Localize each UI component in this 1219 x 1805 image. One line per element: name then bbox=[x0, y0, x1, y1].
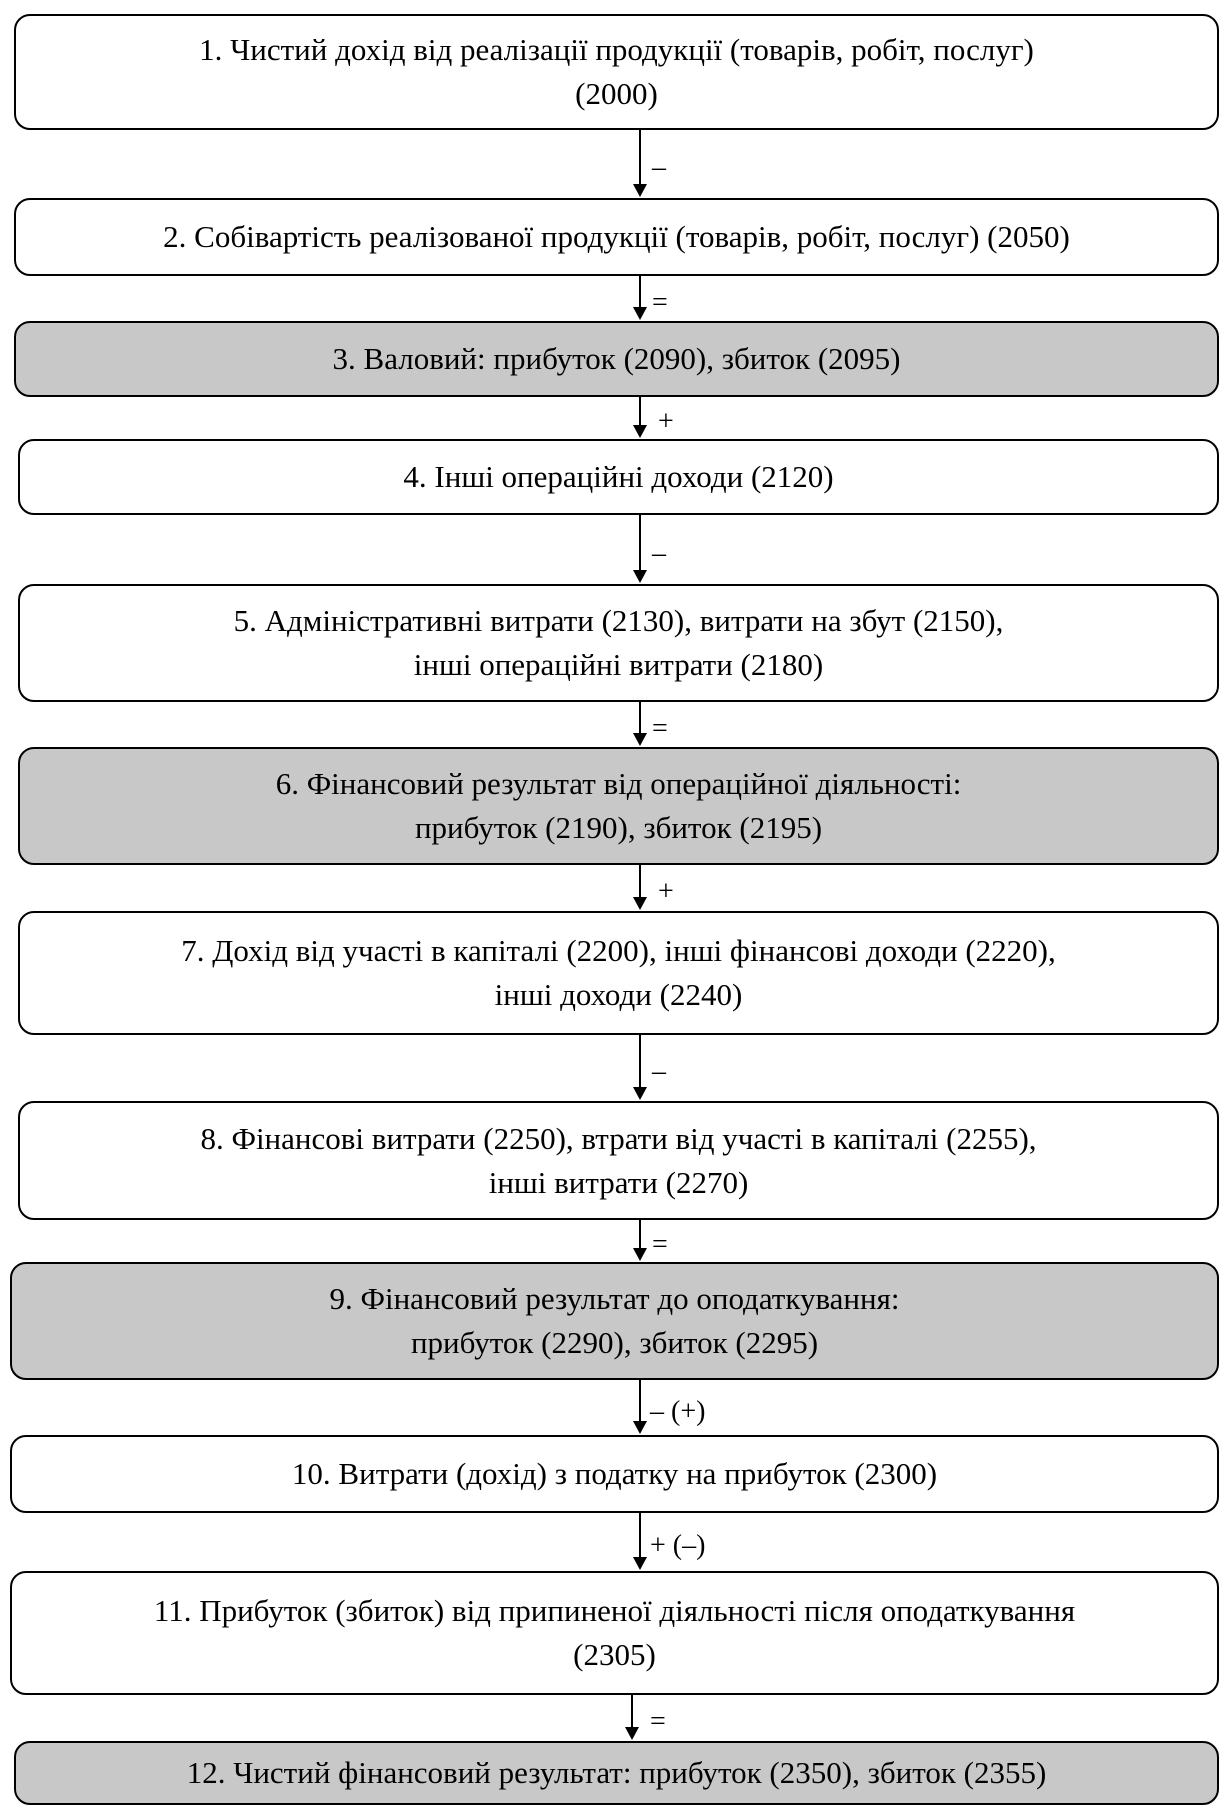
flow-box-text: 4. Інші операційні доходи (2120) bbox=[383, 455, 853, 499]
flow-box-6: 6. Фінансовий результат від операційної … bbox=[18, 747, 1219, 865]
flow-box-text: 6. Фінансовий результат від операційної … bbox=[256, 762, 982, 850]
flow-box-line: 1. Чистий дохід від реалізації продукції… bbox=[199, 32, 1034, 67]
flow-box-8: 8. Фінансові витрати (2250), втрати від … bbox=[18, 1101, 1219, 1220]
flow-box-text: 10. Витрати (дохід) з податку на прибуто… bbox=[272, 1452, 957, 1496]
flow-operator: = bbox=[652, 712, 668, 744]
flow-box-1: 1. Чистий дохід від реалізації продукції… bbox=[14, 14, 1219, 130]
flow-operator: + bbox=[658, 876, 674, 907]
flow-operator: – bbox=[652, 1056, 666, 1087]
flow-arrow-head bbox=[633, 1087, 647, 1100]
flow-box-line: 7. Дохід від участі в капіталі (2200), і… bbox=[181, 933, 1056, 968]
flow-box-line: 9. Фінансовий результат до оподаткування… bbox=[329, 1281, 900, 1316]
flow-box-text: 9. Фінансовий результат до оподаткування… bbox=[309, 1277, 919, 1365]
flow-box-line: 4. Інші операційні доходи (2120) bbox=[403, 459, 834, 494]
flow-operator: + (–) bbox=[650, 1530, 706, 1561]
flow-arrow-head bbox=[633, 307, 647, 320]
flow-arrow-head bbox=[633, 897, 647, 910]
flow-operator: – bbox=[652, 152, 666, 183]
flow-box-line: інші витрати (2270) bbox=[488, 1164, 749, 1200]
flow-box-text: 1. Чистий дохід від реалізації продукції… bbox=[179, 28, 1054, 116]
flow-arrow-head bbox=[625, 1727, 639, 1740]
flow-arrow-head bbox=[633, 733, 647, 746]
flow-box-10: 10. Витрати (дохід) з податку на прибуто… bbox=[10, 1435, 1219, 1513]
flow-arrow-head bbox=[633, 1557, 647, 1570]
flow-arrow-head bbox=[633, 570, 647, 583]
flow-box-text: 2. Собівартість реалізованої продукції (… bbox=[143, 215, 1090, 259]
flow-box-4: 4. Інші операційні доходи (2120) bbox=[18, 439, 1219, 515]
flow-arrow-head bbox=[633, 1248, 647, 1261]
flow-box-11: 11. Прибуток (збиток) від припиненої дія… bbox=[10, 1571, 1219, 1695]
flow-arrow-head bbox=[633, 1421, 647, 1434]
flow-box-line: інші доходи (2240) bbox=[494, 977, 743, 1012]
flow-box-line: 5. Адміністративні витрати (2130), витра… bbox=[233, 603, 1004, 638]
flow-box-line: (2000) bbox=[575, 76, 658, 111]
flow-box-line: (2305) bbox=[573, 1637, 656, 1672]
flow-operator: = bbox=[652, 1229, 668, 1260]
flow-box-line: прибуток (2190), збиток (2195) bbox=[414, 810, 823, 845]
flow-box-3: 3. Валовий: прибуток (2090), збиток (209… bbox=[14, 321, 1219, 397]
flow-box-text: 5. Адміністративні витрати (2130), витра… bbox=[214, 599, 1024, 687]
flow-box-9: 9. Фінансовий результат до оподаткування… bbox=[10, 1262, 1219, 1380]
flow-box-text: 3. Валовий: прибуток (2090), збиток (209… bbox=[313, 337, 921, 381]
flow-operator: – (+) bbox=[650, 1395, 706, 1427]
flow-box-line: інші операційні витрати (2180) bbox=[413, 647, 824, 682]
flow-operator: + bbox=[658, 406, 674, 437]
flow-box-line: 11. Прибуток (збиток) від припиненої дія… bbox=[153, 1593, 1076, 1628]
flow-box-text: 7. Дохід від участі в капіталі (2200), і… bbox=[161, 929, 1076, 1017]
flow-box-line: 6. Фінансовий результат від операційної … bbox=[275, 766, 962, 801]
flow-box-line: 3. Валовий: прибуток (2090), збиток (209… bbox=[332, 341, 901, 376]
flow-box-line: прибуток (2290), збиток (2295) bbox=[410, 1325, 819, 1360]
flow-box-text: 12. Чистий фінансовий результат: прибуто… bbox=[167, 1751, 1067, 1795]
flow-box-text: 8. Фінансові витрати (2250), втрати від … bbox=[180, 1117, 1056, 1205]
flow-operator: = bbox=[650, 1706, 666, 1737]
flow-box-text: 11. Прибуток (збиток) від припиненої дія… bbox=[134, 1589, 1095, 1677]
flow-box-line: 8. Фінансові витрати (2250), втрати від … bbox=[200, 1120, 1037, 1156]
flow-box-line: 2. Собівартість реалізованої продукції (… bbox=[163, 219, 1070, 254]
flow-box-5: 5. Адміністративні витрати (2130), витра… bbox=[18, 584, 1219, 702]
flow-box-line: 12. Чистий фінансовий результат: прибуто… bbox=[186, 1755, 1047, 1790]
flow-box-7: 7. Дохід від участі в капіталі (2200), і… bbox=[18, 911, 1219, 1035]
flow-box-12: 12. Чистий фінансовий результат: прибуто… bbox=[14, 1741, 1219, 1805]
flow-arrow-head bbox=[633, 425, 647, 438]
flow-operator: = bbox=[652, 286, 668, 318]
flow-box-2: 2. Собівартість реалізованої продукції (… bbox=[14, 198, 1219, 276]
flow-box-line: 10. Витрати (дохід) з податку на прибуто… bbox=[291, 1456, 938, 1491]
flow-arrow-head bbox=[633, 184, 647, 197]
flow-operator: – bbox=[652, 537, 666, 569]
